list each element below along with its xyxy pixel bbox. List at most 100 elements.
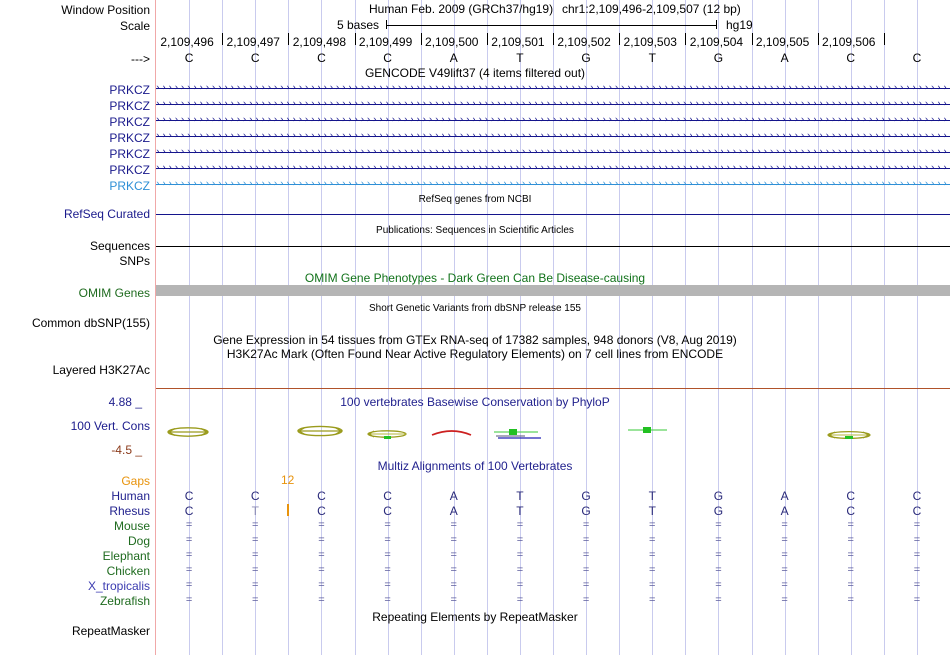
alignment-base-gap: = xyxy=(450,594,457,606)
alignment-base-human: C xyxy=(184,489,194,503)
ruler-tick xyxy=(818,33,819,45)
species-label[interactable]: Chicken xyxy=(106,564,150,578)
strand-arrow-label: ---> xyxy=(131,52,150,66)
gene-backbone-line xyxy=(156,120,950,121)
alignment-base-gap: = xyxy=(715,549,722,561)
alignment-base-gap: = xyxy=(649,534,656,546)
alignment-base-gap: = xyxy=(781,594,788,606)
alignment-base-gap: = xyxy=(913,594,921,606)
gene-feature-row[interactable]: ››››››››››››››››››››››››››››››››››››››››… xyxy=(156,99,950,110)
species-label[interactable]: Elephant xyxy=(102,549,150,563)
species-label[interactable]: Mouse xyxy=(113,519,150,533)
gene-feature-row[interactable]: ››››››››››››››››››››››››››››››››››››››››… xyxy=(156,131,950,142)
ruler-coordinate: 2,109,499 xyxy=(358,35,413,49)
alignment-base-gap: = xyxy=(847,549,854,561)
alignment-base-gap: = xyxy=(450,564,457,576)
alignment-base-gap: = xyxy=(847,564,854,576)
alignment-base-rhesus: A xyxy=(780,504,789,518)
ruler-base: C xyxy=(317,51,326,65)
refseq-track-title: RefSeq genes from NCBI xyxy=(418,194,532,205)
alignment-base-gap: = xyxy=(582,594,590,606)
conservation-track-label[interactable]: 100 Vert. Cons xyxy=(70,419,150,433)
ruler-base: C xyxy=(912,51,922,65)
scale-label: Scale xyxy=(119,19,150,33)
alignment-base-gap: = xyxy=(384,549,391,561)
gene-name-label[interactable]: PRKCZ xyxy=(109,83,150,97)
gene-name-label[interactable]: PRKCZ xyxy=(109,163,150,177)
gene-name-label[interactable]: PRKCZ xyxy=(109,179,150,193)
layered-h3k27ac-label[interactable]: Layered H3K27Ac xyxy=(52,363,150,377)
ruler-coordinate: 2,109,503 xyxy=(623,35,677,49)
alignment-base-gap: = xyxy=(318,534,325,546)
gene-backbone-line xyxy=(156,184,950,185)
omim-track-title: OMIM Gene Phenotypes - Dark Green Can Be… xyxy=(304,271,646,285)
species-label[interactable]: Zebrafish xyxy=(99,594,150,608)
alignment-base-gap: = xyxy=(649,519,656,531)
ruler-tick xyxy=(685,33,686,45)
alignment-base-gap: = xyxy=(318,519,325,531)
ruler-base: C xyxy=(250,51,260,65)
alignment-base-gap: = xyxy=(185,519,193,531)
gene-feature-row[interactable]: ››››››››››››››››››››››››››››››››››››››››… xyxy=(156,147,950,158)
alignment-base-gap: = xyxy=(185,549,193,561)
gene-name-label[interactable]: PRKCZ xyxy=(109,115,150,129)
alignment-base-gap: = xyxy=(582,534,590,546)
sequences-label[interactable]: Sequences xyxy=(89,239,150,253)
gaps-label[interactable]: Gaps xyxy=(121,474,150,488)
ruler-base: G xyxy=(713,51,724,65)
gene-strand-arrows: ››››››››››››››››››››››››››››››››››››››››… xyxy=(156,99,950,109)
scale-bar-cap-left xyxy=(386,20,387,29)
alignment-base-gap: = xyxy=(913,519,921,531)
gencode-track-title: GENCODE V49lift37 (4 items filtered out) xyxy=(364,66,586,80)
cons-glyph-3 xyxy=(297,425,343,437)
species-label[interactable]: Human xyxy=(111,489,150,503)
species-label[interactable]: Rhesus xyxy=(109,504,150,518)
gene-feature-row[interactable]: ››››››››››››››››››››››››››››››››››››››››… xyxy=(156,179,950,190)
alignment-base-gap: = xyxy=(582,549,590,561)
gap-marker-bar xyxy=(287,504,289,516)
alignment-base-gap: = xyxy=(252,564,259,576)
sequences-feature-line[interactable] xyxy=(156,246,950,247)
alignment-base-rhesus: C xyxy=(846,504,856,518)
species-label[interactable]: X_tropicalis xyxy=(87,579,150,593)
alignment-base-gap: = xyxy=(847,594,854,606)
alignment-base-gap: = xyxy=(715,594,722,606)
scale-bar-text: 5 bases xyxy=(337,18,380,32)
gene-feature-row[interactable]: ››››››››››››››››››››››››››››››››››››››››… xyxy=(156,115,950,126)
ruler-tick xyxy=(487,33,488,45)
gene-feature-row[interactable]: ››››››››››››››››››››››››››››››››››››››››… xyxy=(156,83,950,94)
alignment-base-human: C xyxy=(846,489,856,503)
alignment-base-gap: = xyxy=(781,549,788,561)
ruler-tick xyxy=(288,33,289,45)
cons-glyph-1 xyxy=(167,427,209,437)
common-dbsnp-label[interactable]: Common dbSNP(155) xyxy=(31,316,150,330)
alignment-base-gap: = xyxy=(318,564,325,576)
alignment-base-rhesus: T xyxy=(516,504,524,518)
snps-label[interactable]: SNPs xyxy=(119,254,150,268)
alignment-base-gap: = xyxy=(715,564,722,576)
repeatmasker-label[interactable]: RepeatMasker xyxy=(71,624,150,638)
gtex-track-title: Gene Expression in 54 tissues from GTEx … xyxy=(213,333,737,347)
alignment-base-gap: = xyxy=(913,549,921,561)
species-label[interactable]: Dog xyxy=(127,534,150,548)
gene-name-label[interactable]: PRKCZ xyxy=(109,131,150,145)
alignment-base-human: A xyxy=(780,489,789,503)
alignment-base-gap: = xyxy=(516,564,524,576)
gene-name-label[interactable]: PRKCZ xyxy=(109,99,150,113)
alignment-base-gap: = xyxy=(913,579,921,591)
refseq-feature-line[interactable] xyxy=(156,214,950,215)
alignment-base-human: A xyxy=(449,489,458,503)
multiz-track-title: Multiz Alignments of 100 Vertebrates xyxy=(377,459,573,473)
gene-name-label[interactable]: PRKCZ xyxy=(109,147,150,161)
ruler-tick xyxy=(884,33,885,45)
gene-strand-arrows: ››››››››››››››››››››››››››››››››››››››››… xyxy=(156,115,950,125)
alignment-base-gap: = xyxy=(516,549,524,561)
cons-glyph-11 xyxy=(827,430,871,440)
alignment-base-gap: = xyxy=(649,594,656,606)
refseq-curated-label[interactable]: RefSeq Curated xyxy=(63,207,150,221)
omim-genes-bar[interactable] xyxy=(156,285,950,296)
omim-genes-label[interactable]: OMIM Genes xyxy=(78,286,150,300)
ruler-coordinate: 2,109,498 xyxy=(292,35,347,49)
gene-feature-row[interactable]: ››››››››››››››››››››››››››››››››››››››››… xyxy=(156,163,950,174)
